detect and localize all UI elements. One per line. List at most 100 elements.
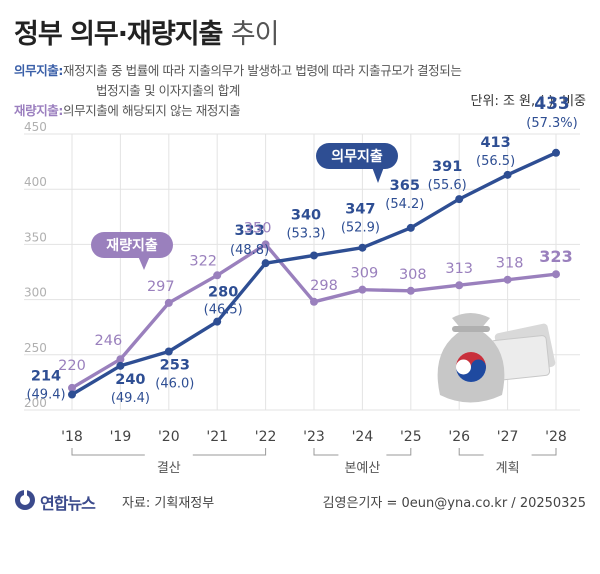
x-tick-label: '25 xyxy=(400,429,422,445)
x-tick-label: '21 xyxy=(206,429,228,445)
discretionary-value-label: 220 xyxy=(58,358,86,374)
discretionary-value-label: 309 xyxy=(351,266,379,282)
y-tick-label: 400 xyxy=(24,175,47,189)
y-tick-label: 200 xyxy=(24,396,47,410)
title-sub: 추이 xyxy=(230,19,280,50)
discretionary-definition-key: 재량지출: xyxy=(14,103,63,118)
mandatory-value-label: 240 xyxy=(115,372,145,388)
period-groups: 결산 본예산 계획 xyxy=(71,448,557,476)
mandatory-share-label: (57.3%) xyxy=(526,116,577,131)
title-main: 정부 의무·재량지출 xyxy=(14,19,223,50)
data-point xyxy=(406,223,415,232)
discretionary-value-label: 313 xyxy=(445,261,473,277)
data-point xyxy=(164,298,173,307)
x-tick-label: '22 xyxy=(255,429,277,445)
group-label: 계획 xyxy=(496,461,520,476)
data-point xyxy=(164,347,173,356)
series-callout-bubble xyxy=(316,143,398,169)
mandatory-value-label: 253 xyxy=(160,357,190,373)
mandatory-value-label: 333 xyxy=(234,223,264,239)
discretionary-value-label: 318 xyxy=(496,256,524,272)
x-tick-label: '23 xyxy=(303,429,325,445)
y-tick-label: 350 xyxy=(24,230,47,244)
data-point xyxy=(503,275,512,284)
logo-mark-icon xyxy=(15,488,35,510)
y-tick-label: 450 xyxy=(24,120,47,134)
mandatory-share-label: (48.8) xyxy=(230,243,269,258)
data-point xyxy=(213,317,222,326)
group-label-gap xyxy=(144,452,193,458)
data-point xyxy=(455,195,464,204)
discretionary-value-label: 350 xyxy=(244,220,272,236)
data-point xyxy=(310,251,318,260)
mandatory-share-label: (54.2) xyxy=(385,197,424,212)
logo-text: 연합뉴스 xyxy=(40,494,96,513)
mandatory-value-label: 214 xyxy=(31,369,61,385)
mandatory-definition: 의무지출:재정지출 중 법률에 따라 지출의무가 발생하고 법령에 따라 지출규… xyxy=(14,60,462,79)
mandatory-definition-text: 재정지출 중 법률에 따라 지출의무가 발생하고 법령에 따라 지출규모가 결정… xyxy=(63,63,462,78)
mandatory-share-label: (52.9) xyxy=(341,221,380,236)
data-point xyxy=(503,170,512,179)
mandatory-definition-key: 의무지출: xyxy=(14,63,63,78)
mandatory-value-label: 347 xyxy=(345,202,375,218)
data-point xyxy=(261,240,270,249)
x-tick-label: '19 xyxy=(110,429,132,445)
x-tick-label: '20 xyxy=(158,429,180,445)
data-point xyxy=(455,281,464,290)
mandatory-share-label: (55.6) xyxy=(428,178,467,193)
yonhap-logo: 연합뉴스 xyxy=(14,486,114,516)
mandatory-value-label: 433 xyxy=(534,94,570,114)
discretionary-value-label: 323 xyxy=(539,247,572,266)
group-label-gap xyxy=(483,452,532,458)
x-tick-label: '18 xyxy=(61,429,83,445)
data-point xyxy=(552,148,560,157)
x-tick-label: '26 xyxy=(448,429,470,445)
data-point xyxy=(358,285,367,294)
group-label: 본예산 xyxy=(344,461,380,476)
data-labels: 214 (49.4) 240 (49.4) 253 (46.0) 280 (46.5) 333 (… xyxy=(26,94,577,406)
series-callout-bubble xyxy=(91,232,173,258)
discretionary-value-label: 298 xyxy=(310,278,338,294)
credit-note: 김영은기자 = 0eun@yna.co.kr / 20250325 xyxy=(322,496,586,511)
mandatory-value-label: 365 xyxy=(390,178,420,194)
mandatory-share-label: (56.5) xyxy=(476,154,515,169)
data-point xyxy=(261,259,270,268)
data-point xyxy=(116,355,125,364)
money-bag-icon xyxy=(437,313,556,403)
series-callout-label: 의무지출 xyxy=(331,148,383,165)
data-point xyxy=(552,270,560,279)
discretionary-value-label: 297 xyxy=(147,279,175,295)
y-tick-label: 300 xyxy=(24,286,47,300)
line-chart: 200 250 300 350 400 450 214 (49.4) 240 (49.4) 253… xyxy=(24,94,580,476)
mandatory-share-label: (49.4) xyxy=(26,388,65,403)
mandatory-share-label: (46.5) xyxy=(204,303,243,318)
data-point xyxy=(116,361,125,370)
group-label-gap xyxy=(338,452,387,458)
x-tick-labels: '18 '19 '20 '21 '22 '23 '24 '25 '26 '27 '28 xyxy=(61,429,567,445)
x-tick-label: '27 xyxy=(497,429,519,445)
data-point xyxy=(310,297,318,306)
mandatory-share-label: (49.4) xyxy=(111,391,150,406)
unit-note: 단위: 조 원, ( ): 비중 xyxy=(470,94,586,109)
mandatory-definition-cont: 법정지출 및 이자지출의 합계 xyxy=(96,83,240,98)
mandatory-share-label: (53.3) xyxy=(286,226,325,241)
discretionary-definition: 재량지출:의무지출에 해당되지 않는 재정지출 xyxy=(14,100,241,119)
discretionary-definition-text: 의무지출에 해당되지 않는 재정지출 xyxy=(63,103,241,118)
mandatory-value-label: 413 xyxy=(480,135,510,151)
mandatory-value-label: 391 xyxy=(432,159,462,175)
series-points xyxy=(68,148,560,399)
series-callout-tail xyxy=(372,167,384,183)
data-point xyxy=(406,286,415,295)
x-tick-label: '24 xyxy=(352,429,374,445)
mandatory-value-label: 280 xyxy=(208,285,238,301)
gridlines xyxy=(24,133,580,411)
series-callout-tail xyxy=(138,256,150,270)
group-label: 결산 xyxy=(157,461,181,476)
x-tick-label: '28 xyxy=(545,429,567,445)
data-point xyxy=(68,383,76,392)
discretionary-value-label: 308 xyxy=(399,267,427,283)
y-tick-label: 250 xyxy=(24,341,47,355)
source-note: 자료: 기획재정부 xyxy=(122,496,215,511)
discretionary-value-label: 322 xyxy=(189,253,217,269)
